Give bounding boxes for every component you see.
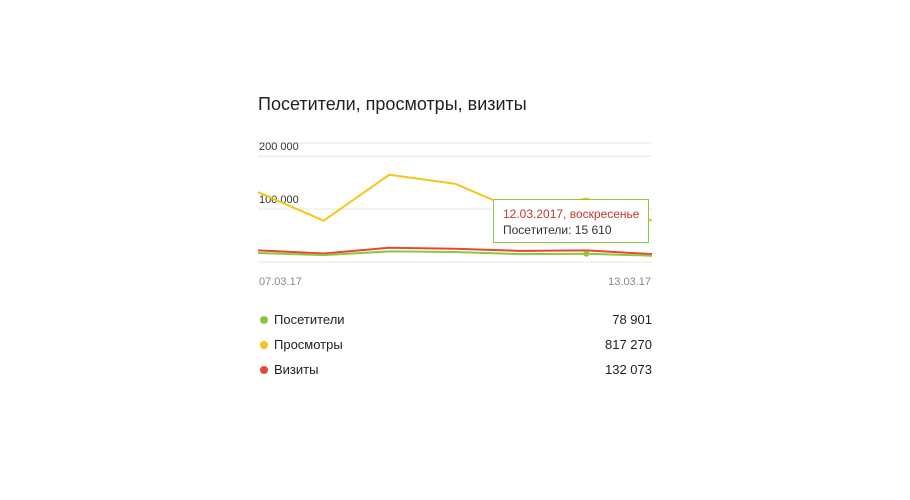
chart-legend: Посетители 78 901 Просмотры 817 270 Визи… [258, 312, 652, 387]
x-tick-label: 13.03.17 [608, 276, 651, 288]
traffic-widget: Посетители, просмотры, визиты 100 000 200… [257, 90, 653, 390]
legend-item-visits[interactable]: Визиты 132 073 [258, 362, 652, 387]
x-tick-label: 07.03.17 [259, 276, 302, 288]
highlight-point [583, 250, 590, 257]
legend-total: 132 073 [605, 362, 652, 377]
legend-item-pageviews[interactable]: Просмотры 817 270 [258, 337, 652, 362]
legend-label: Просмотры [274, 337, 343, 352]
tooltip-value: Посетители: 15 610 [503, 223, 612, 237]
tooltip-date: 12.03.2017, воскресенье [503, 207, 640, 221]
series-line-Просмотры [257, 173, 653, 222]
widget-title: Посетители, просмотры, визиты [258, 94, 527, 114]
legend-dot-pageviews [260, 341, 268, 349]
legend-total: 78 901 [612, 312, 652, 327]
chart-tooltip: 12.03.2017, воскресенье Посетители: 15 6… [493, 199, 649, 243]
series-line-Визиты [257, 246, 653, 256]
legend-total: 817 270 [605, 337, 652, 352]
legend-label: Визиты [274, 362, 319, 377]
legend-dot-visits [260, 366, 268, 374]
legend-label: Посетители [274, 312, 345, 327]
legend-dot-visitors [260, 316, 268, 324]
legend-item-visitors[interactable]: Посетители 78 901 [258, 312, 652, 337]
y-tick-label: 200 000 [259, 141, 299, 153]
